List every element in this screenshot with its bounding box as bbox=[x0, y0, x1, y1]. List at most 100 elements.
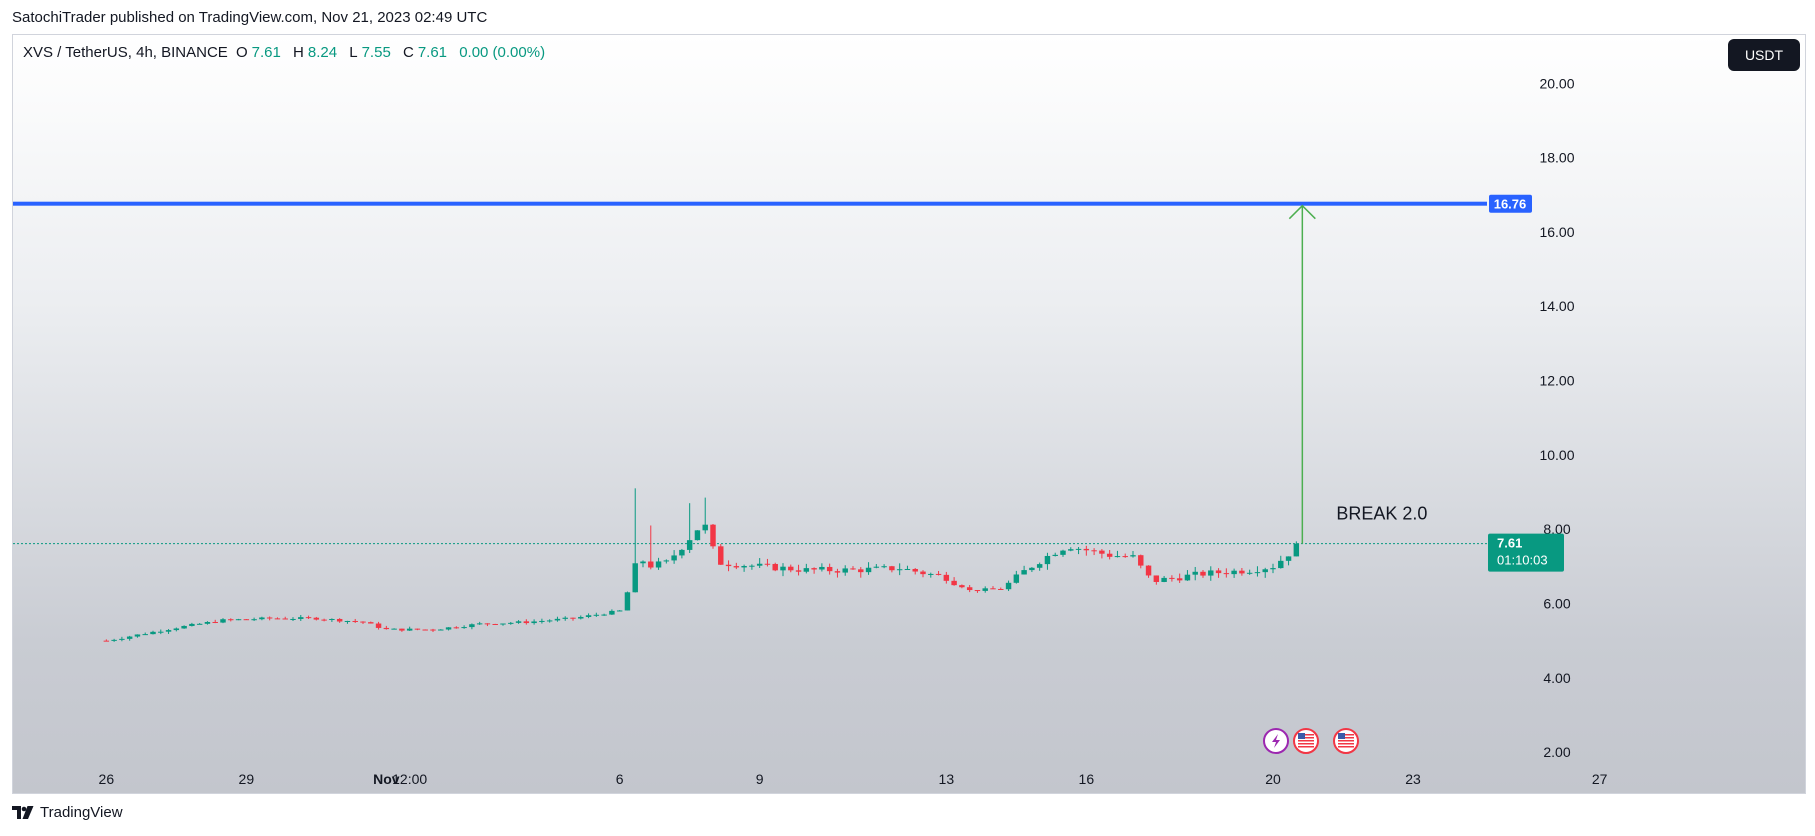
candle-body bbox=[165, 630, 172, 632]
y-tick-label: 18.00 bbox=[1539, 150, 1574, 166]
y-tick-label: 12.00 bbox=[1539, 373, 1574, 389]
candle-body bbox=[570, 617, 576, 619]
candle-body bbox=[725, 564, 732, 567]
candle-body bbox=[539, 620, 545, 622]
candle-body bbox=[266, 617, 273, 619]
y-tick-label: 10.00 bbox=[1539, 447, 1574, 463]
open-label: O bbox=[235, 44, 248, 61]
candle-body bbox=[733, 566, 740, 568]
candle-body bbox=[399, 628, 405, 631]
candle-body bbox=[196, 623, 203, 625]
candle-body bbox=[111, 639, 117, 641]
candle-body bbox=[422, 629, 428, 631]
high-value: 8.24 bbox=[307, 44, 338, 61]
resistance-price-badge bbox=[1489, 194, 1532, 213]
annotation-text: BREAK 2.0 bbox=[1336, 504, 1427, 524]
candle-body bbox=[438, 629, 444, 631]
candle-body bbox=[842, 568, 848, 573]
lightning-glyph bbox=[1272, 734, 1280, 748]
ohlc-legend: XVS / TetherUS, 4h, BINANCE O 7.61 H 8.24 … bbox=[23, 44, 549, 61]
x-tick-label: Nov bbox=[373, 771, 400, 787]
candle-body bbox=[772, 563, 778, 571]
candle-body bbox=[1239, 570, 1245, 574]
x-tick-label: 26 bbox=[99, 771, 115, 787]
candle-body bbox=[1068, 549, 1074, 551]
candle-body bbox=[142, 634, 148, 636]
x-tick-label: 29 bbox=[239, 771, 255, 787]
resistance-line bbox=[13, 201, 1487, 206]
candle-body bbox=[1099, 550, 1105, 554]
candle-body bbox=[313, 617, 320, 620]
candle-body bbox=[212, 621, 218, 623]
candle-body bbox=[1176, 578, 1183, 581]
x-tick-label: 16 bbox=[1079, 771, 1095, 787]
x-tick-label: 9 bbox=[756, 771, 764, 787]
candle-body bbox=[243, 619, 250, 621]
breakout-arrow-head bbox=[1288, 204, 1316, 220]
candle-body bbox=[1122, 556, 1128, 558]
candle-body bbox=[998, 588, 1004, 590]
candle-body bbox=[554, 618, 561, 621]
symbol-label[interactable]: XVS / TetherUS, 4h, BINANCE bbox=[23, 44, 228, 61]
candle-body bbox=[749, 565, 755, 567]
flag-stripe bbox=[1298, 734, 1314, 736]
candle-body bbox=[228, 619, 234, 621]
candle-body bbox=[974, 590, 981, 592]
candle-body bbox=[1246, 572, 1253, 574]
candle-body bbox=[686, 540, 693, 550]
x-tick-label: 12:00 bbox=[392, 771, 427, 787]
tradingview-logo[interactable]: TradingView bbox=[12, 804, 123, 821]
candle-body bbox=[741, 566, 747, 568]
flag-stripe bbox=[1298, 737, 1314, 739]
candle-body bbox=[811, 568, 817, 570]
y-tick-label: 8.00 bbox=[1543, 521, 1570, 537]
x-tick-label: 27 bbox=[1592, 771, 1608, 787]
candle-body bbox=[375, 623, 382, 628]
candle-body bbox=[1130, 555, 1136, 557]
candle-body bbox=[655, 561, 662, 568]
flag-stripe bbox=[1338, 746, 1354, 748]
candle-body bbox=[414, 628, 421, 630]
y-tick-label: 16.00 bbox=[1539, 224, 1574, 240]
currency-button[interactable]: USDT bbox=[1728, 39, 1800, 71]
candle-body bbox=[562, 617, 568, 619]
price-chart[interactable]: 2.00 4.00 6.00 8.00 10.00 12.00 14.00 16.00 18.0… bbox=[13, 35, 1805, 793]
candle-body bbox=[352, 620, 358, 622]
candle-body bbox=[134, 634, 141, 637]
candle-body bbox=[406, 628, 413, 631]
candle-body bbox=[298, 617, 304, 619]
high-label: H bbox=[293, 44, 304, 61]
countdown-label: 01:10:03 bbox=[1497, 553, 1548, 568]
candle-body bbox=[469, 624, 475, 628]
candle-body bbox=[103, 640, 110, 642]
candle-body bbox=[640, 561, 646, 564]
candle-body bbox=[1169, 577, 1175, 579]
resistance-price-label: 16.76 bbox=[1494, 197, 1527, 212]
candle-body bbox=[1075, 548, 1082, 550]
candle-body bbox=[702, 524, 708, 531]
chart-panel[interactable]: 2.00 4.00 6.00 8.00 10.00 12.00 14.00 16.00 18.0… bbox=[12, 34, 1806, 794]
candle-body bbox=[150, 631, 156, 635]
candle-body bbox=[336, 618, 343, 622]
last-price-label: 7.61 bbox=[1497, 536, 1522, 551]
candle-body bbox=[1153, 575, 1160, 582]
candle-body bbox=[1293, 543, 1300, 557]
candle-body bbox=[1114, 556, 1121, 558]
y-tick-label: 2.00 bbox=[1543, 744, 1570, 760]
candle-body bbox=[391, 628, 397, 630]
candle-body bbox=[1145, 565, 1152, 576]
close-value: 7.61 bbox=[417, 44, 448, 61]
y-tick-label: 4.00 bbox=[1543, 670, 1570, 686]
candle-body bbox=[329, 618, 335, 620]
candle-body bbox=[966, 587, 973, 591]
candle-body bbox=[858, 569, 864, 573]
candle-body bbox=[943, 574, 950, 581]
candle-body bbox=[290, 618, 296, 620]
change-value: 0.00 (0.00%) bbox=[459, 44, 546, 61]
candle-body bbox=[624, 592, 631, 611]
candle-body bbox=[453, 627, 460, 629]
candle-body bbox=[632, 563, 638, 593]
candle-body bbox=[694, 530, 701, 541]
candle-body bbox=[126, 636, 133, 639]
candle-body bbox=[282, 618, 288, 620]
